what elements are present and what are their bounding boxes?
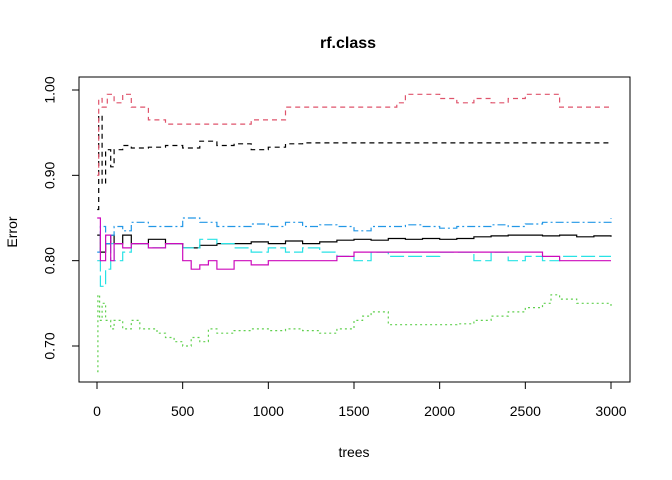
y-tick-label: 0.70 bbox=[42, 332, 58, 359]
series-line-7 bbox=[97, 217, 611, 270]
chart-title: rf.class bbox=[320, 35, 376, 52]
series-line-1 bbox=[97, 234, 612, 253]
series-line-4 bbox=[97, 294, 612, 373]
y-tick-label: 0.80 bbox=[42, 247, 58, 274]
series-line-2 bbox=[97, 115, 611, 211]
y-axis-label: Error bbox=[4, 216, 20, 247]
x-tick-label: 2000 bbox=[424, 403, 455, 419]
series-layer bbox=[97, 93, 612, 373]
x-tick-label: 3000 bbox=[595, 403, 626, 419]
x-tick-label: 0 bbox=[93, 403, 101, 419]
x-tick-label: 1000 bbox=[253, 403, 284, 419]
y-tick-label: 1.00 bbox=[42, 76, 58, 103]
x-tick-label: 500 bbox=[171, 403, 195, 419]
x-axis: 0 500 1000 1500 2000 2500 3000 bbox=[93, 381, 627, 419]
x-tick-label: 1500 bbox=[338, 403, 369, 419]
y-axis: 0.70 0.80 0.90 1.00 bbox=[42, 76, 80, 360]
y-tick-label: 0.90 bbox=[42, 161, 58, 188]
x-tick-label: 2500 bbox=[510, 403, 541, 419]
x-axis-label: trees bbox=[338, 444, 369, 460]
series-line-3 bbox=[97, 93, 611, 176]
series-line-5 bbox=[97, 217, 612, 253]
series-line-6 bbox=[97, 238, 611, 287]
